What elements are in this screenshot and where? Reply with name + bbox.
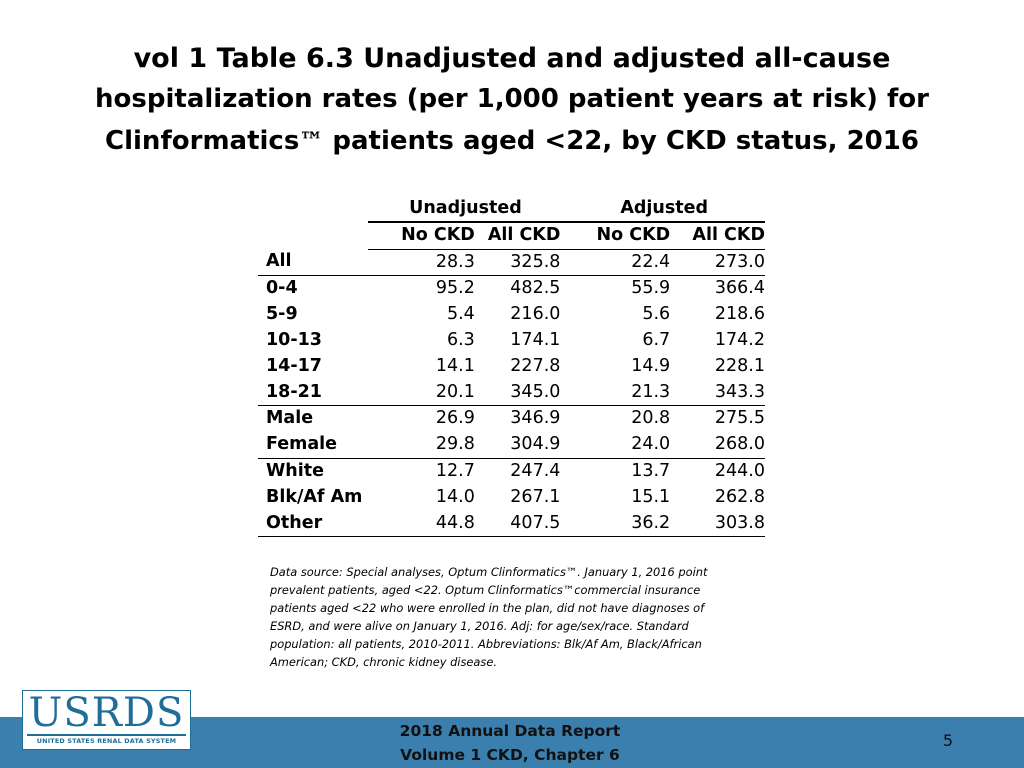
table-cell: 174.1	[510, 329, 561, 350]
table-cell: 227.8	[510, 355, 561, 376]
table-cell: 482.5	[474, 275, 564, 303]
table-row: 0-4 95.2 482.5 55.9 366.4	[258, 275, 765, 303]
table-cell: 366.4	[670, 275, 765, 303]
table-cell: 12.7	[367, 457, 475, 485]
row-label: 10-13	[266, 329, 322, 350]
table-cell: 29.8	[435, 434, 475, 455]
row-label: 18-21	[266, 381, 322, 402]
table-cell: 24.0	[631, 434, 671, 455]
row-label: 5-9	[266, 304, 298, 325]
table-cell: 6.7	[642, 329, 671, 350]
table-row: White 12.7 247.4 13.7 244.0	[258, 457, 765, 485]
row-label: Male	[258, 405, 368, 433]
column-header: No CKD	[367, 221, 475, 250]
table-row: Male 26.9 346.9 20.8 275.5	[258, 405, 765, 433]
report-label: 2018 Annual Data Report Volume 1 CKD, Ch…	[385, 719, 635, 767]
table-cell: 267.1	[510, 486, 561, 507]
table-cell: 325.8	[510, 251, 561, 272]
table-row: Other 44.8 407.5 36.2 303.8	[258, 510, 765, 538]
table-row: 10-13 6.3 174.1 6.7 174.2	[258, 328, 765, 354]
table-cell: 304.9	[510, 434, 561, 455]
group-header-unadjusted: Unadjusted	[367, 196, 564, 223]
report-title: 2018 Annual Data Report	[399, 722, 621, 740]
row-label: All	[266, 251, 292, 272]
row-label: 14-17	[266, 355, 322, 376]
logo-subtitle: UNITED STATES RENAL DATA SYSTEM	[36, 737, 177, 745]
column-header: All CKD	[670, 221, 765, 250]
table-cell: 244.0	[670, 457, 765, 485]
table-cell: 6.3	[446, 329, 475, 350]
table-row: All 28.3 325.8 22.4 273.0	[258, 249, 765, 276]
row-label: Female	[266, 434, 338, 455]
table-cell: 343.3	[714, 381, 765, 402]
column-header: No CKD	[563, 221, 671, 250]
table-cell: 262.8	[714, 486, 765, 507]
table-cell: 26.9	[367, 405, 475, 433]
slide-title: vol 1 Table 6.3 Unadjusted and adjusted …	[60, 38, 964, 162]
usrds-logo: USRDS UNITED STATES RENAL DATA SYSTEM	[22, 690, 191, 750]
table-cell: 5.4	[446, 304, 475, 325]
table-cell: 275.5	[670, 405, 765, 433]
table-cell: 303.8	[670, 510, 765, 538]
table-cell: 13.7	[563, 457, 671, 485]
page-number: 5	[942, 731, 954, 750]
table-row: 18-21 20.1 345.0 21.3 343.3	[258, 380, 765, 406]
table-cell: 346.9	[474, 405, 564, 433]
table-cell: 15.1	[631, 486, 671, 507]
table-cell: 28.3	[435, 251, 475, 272]
table-cell: 228.1	[714, 355, 765, 376]
data-source-note: Data source: Special analyses, Optum Cli…	[270, 565, 708, 669]
table-cell: 14.9	[631, 355, 671, 376]
table-row: Female 29.8 304.9 24.0 268.0	[258, 432, 765, 458]
column-header: All CKD	[474, 221, 564, 250]
table-cell: 95.2	[367, 275, 475, 303]
row-label: Other	[258, 510, 368, 538]
table-cell: 36.2	[563, 510, 671, 538]
hospitalization-rates-table: Unadjusted Adjusted No CKD All CKD No CK…	[258, 196, 765, 538]
table-cell: 268.0	[714, 434, 765, 455]
column-header-row: No CKD All CKD No CKD All CKD	[258, 221, 765, 250]
title-line-1: vol 1 Table 6.3 Unadjusted and adjusted …	[133, 43, 891, 74]
row-label: White	[258, 457, 368, 485]
group-header-adjusted: Adjusted	[563, 196, 765, 223]
title-line-3-start: Clinformatics	[105, 126, 300, 156]
table-cell: 21.3	[631, 381, 671, 402]
table-cell: 247.4	[474, 457, 564, 485]
trademark-symbol: ™	[299, 126, 324, 155]
report-volume: Volume 1 CKD, Chapter 6	[400, 746, 620, 764]
table-cell: 14.0	[435, 486, 475, 507]
table-cell: 407.5	[474, 510, 564, 538]
table-row: 14-17 14.1 227.8 14.9 228.1	[258, 354, 765, 380]
group-header-row: Unadjusted Adjusted	[258, 196, 765, 223]
title-line-2: hospitalization rates (per 1,000 patient…	[95, 84, 929, 114]
table-row: Blk/Af Am 14.0 267.1 15.1 262.8	[258, 485, 765, 511]
title-line-3-end: patients aged <22, by CKD status, 2016	[323, 126, 919, 156]
table-cell: 218.6	[714, 304, 765, 325]
table-cell: 273.0	[714, 251, 765, 272]
row-label: Blk/Af Am	[266, 486, 363, 507]
table-cell: 345.0	[510, 381, 561, 402]
table-row: 5-9 5.4 216.0 5.6 218.6	[258, 302, 765, 328]
logo-wordmark: USRDS	[28, 690, 185, 736]
table-cell: 55.9	[563, 275, 671, 303]
table-cell: 174.2	[714, 329, 765, 350]
logo-divider	[27, 734, 186, 736]
table-cell: 14.1	[435, 355, 475, 376]
table-cell: 22.4	[631, 251, 671, 272]
title-line-3: Clinformatics™ patients aged <22, by CKD…	[60, 120, 964, 162]
table-cell: 20.1	[435, 381, 475, 402]
table-cell: 44.8	[367, 510, 475, 538]
table-cell: 216.0	[510, 304, 561, 325]
row-label: 0-4	[258, 275, 368, 303]
table-cell: 20.8	[563, 405, 671, 433]
table-cell: 5.6	[642, 304, 671, 325]
